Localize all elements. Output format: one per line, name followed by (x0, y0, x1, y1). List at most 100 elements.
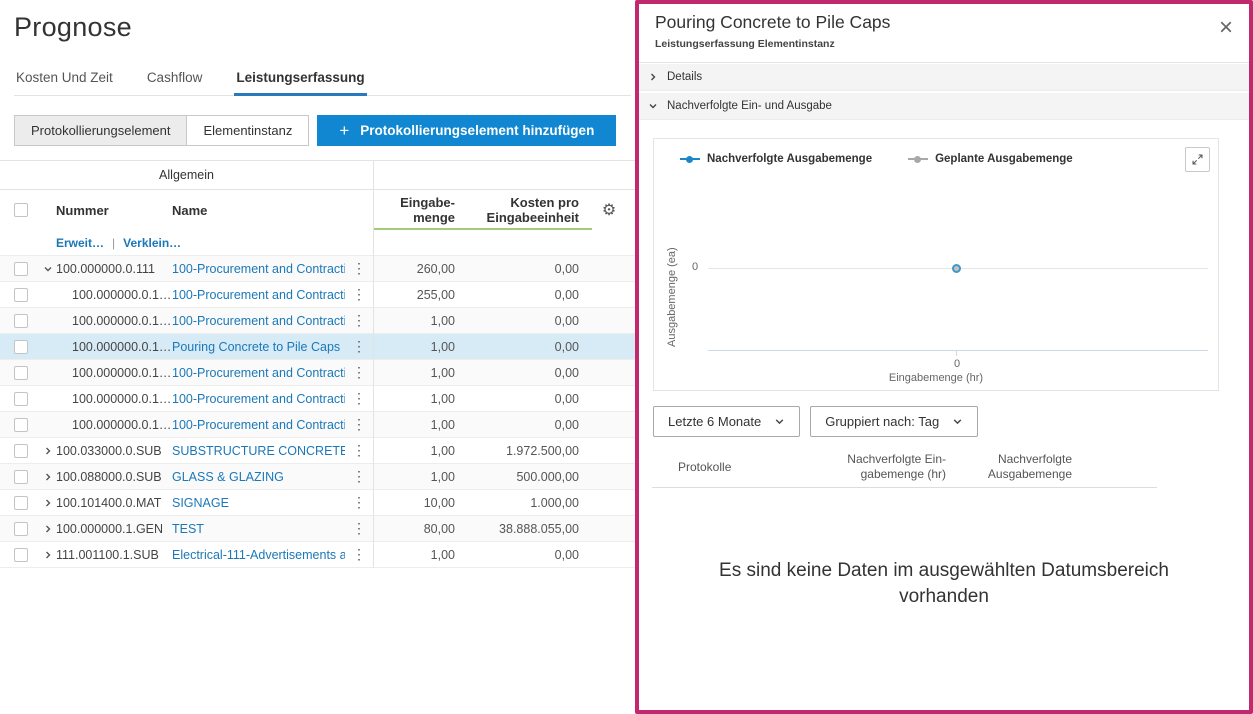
add-button-label: Protokollierungselement hinzufügen (360, 123, 595, 138)
row-checkbox[interactable] (14, 547, 28, 562)
column-header-nachverfolgte-eingabemenge: Nachverfolgte Ein- gabemenge (hr) (847, 452, 946, 481)
kebab-menu-icon[interactable]: ⋮ (352, 312, 366, 328)
column-header-name[interactable]: Name (172, 202, 208, 218)
section-nachverfolgte-ein-und-ausgabe[interactable]: Nachverfolgte Ein- und Ausgabe (639, 93, 1249, 120)
row-name-link[interactable]: Electrical-111-Advertisements a… (172, 547, 345, 562)
group-by-value: Gruppiert nach: Tag (825, 414, 940, 429)
row-kosten: 0,00 (554, 547, 579, 562)
table-row[interactable]: 100.033000.0.SUB SUBSTRUCTURE CONCRETE ⋮… (0, 438, 635, 464)
row-name-link[interactable]: 100-Procurement and Contracti… (172, 287, 345, 302)
expand-chart-button[interactable] (1185, 147, 1210, 172)
row-name-link[interactable]: 100-Procurement and Contracti… (172, 313, 345, 328)
row-name-link[interactable]: GLASS & GLAZING (172, 469, 284, 484)
row-nummer: 100.000000.0.1… (72, 365, 172, 380)
row-checkbox[interactable] (14, 469, 28, 484)
row-name-link[interactable]: 100-Procurement and Contracti… (172, 417, 345, 432)
row-checkbox[interactable] (14, 495, 28, 510)
table-row[interactable]: 100.000000.0.1… 100-Procurement and Cont… (0, 282, 635, 308)
tab-kosten-und-zeit[interactable]: Kosten Und Zeit (16, 70, 113, 85)
table-row[interactable]: 100.000000.0.111 100-Procurement and Con… (0, 256, 635, 282)
chart-filters: Letzte 6 Monate Gruppiert nach: Tag (653, 406, 979, 437)
row-nummer: 100.000000.0.1… (72, 391, 172, 406)
link-separator: | (112, 235, 116, 250)
table-row[interactable]: 100.088000.0.SUB GLASS & GLAZING ⋮ 1,00 … (0, 464, 635, 490)
kebab-menu-icon[interactable]: ⋮ (352, 338, 366, 354)
chevron-right-icon[interactable] (43, 524, 53, 534)
group-by-dropdown[interactable]: Gruppiert nach: Tag (810, 406, 979, 437)
legend-marker-gray (908, 155, 929, 163)
column-header-nummer[interactable]: Nummer (56, 202, 109, 218)
chevron-right-icon[interactable] (43, 498, 53, 508)
kebab-menu-icon[interactable]: ⋮ (352, 286, 366, 302)
row-nummer: 100.000000.0.111 (56, 261, 155, 276)
row-name-link[interactable]: 100-Procurement and Contracti… (172, 365, 345, 380)
row-checkbox[interactable] (14, 521, 28, 536)
date-range-value: Letzte 6 Monate (668, 414, 762, 429)
collapse-all-link[interactable]: Verklein… (123, 235, 182, 250)
table-row[interactable]: 100.000000.1.GEN TEST ⋮ 80,00 38.888.055… (0, 516, 635, 542)
toggle-elementinstanz[interactable]: Elementinstanz (187, 115, 310, 146)
tab-leistungserfassung[interactable]: Leistungserfassung (234, 70, 367, 96)
chevron-right-icon[interactable] (43, 472, 53, 482)
table-row[interactable]: 100.000000.0.1… 100-Procurement and Cont… (0, 308, 635, 334)
toggle-protokollierungselement[interactable]: Protokollierungselement (14, 115, 188, 146)
legend-label: Geplante Ausgabemenge (935, 153, 1073, 165)
chevron-down-icon[interactable] (43, 264, 53, 274)
legend-item-geplante-ausgabemenge[interactable]: Geplante Ausgabemenge (908, 153, 1073, 165)
kebab-menu-icon[interactable]: ⋮ (352, 494, 366, 510)
table-row[interactable]: 111.001100.1.SUB Electrical-111-Advertis… (0, 542, 635, 568)
chevron-right-icon[interactable] (43, 446, 53, 456)
table-row[interactable]: 100.000000.0.1… 100-Procurement and Cont… (0, 386, 635, 412)
kebab-menu-icon[interactable]: ⋮ (352, 416, 366, 432)
kebab-menu-icon[interactable]: ⋮ (352, 364, 366, 380)
empty-state-message: Es sind keine Daten im ausgewählten Datu… (719, 560, 1169, 607)
row-kosten: 1.000,00 (530, 495, 579, 510)
expand-all-link[interactable]: Erweit… (56, 235, 105, 250)
row-checkbox[interactable] (14, 417, 28, 432)
table-row[interactable]: 100.000000.0.1… 100-Procurement and Cont… (0, 360, 635, 386)
tab-cashflow[interactable]: Cashflow (146, 70, 203, 85)
row-kosten: 1.972.500,00 (506, 443, 579, 458)
row-name-link[interactable]: Pouring Concrete to Pile Caps (172, 339, 341, 354)
log-table-divider (652, 487, 1157, 488)
row-checkbox[interactable] (14, 287, 28, 302)
kebab-menu-icon[interactable]: ⋮ (352, 260, 366, 276)
select-all-checkbox[interactable] (14, 203, 28, 217)
row-checkbox[interactable] (14, 391, 28, 406)
column-header-kosten-pro-eingabeeinheit[interactable]: Kosten pro Eingabeeinheit (486, 195, 579, 225)
row-name-link[interactable]: SUBSTRUCTURE CONCRETE (172, 443, 345, 458)
row-checkbox[interactable] (14, 443, 28, 458)
row-checkbox[interactable] (14, 261, 28, 276)
plus-icon: + (339, 121, 350, 140)
close-icon[interactable]: × (1218, 14, 1233, 41)
chevron-right-icon[interactable] (43, 550, 53, 560)
row-checkbox[interactable] (14, 365, 28, 380)
kebab-menu-icon[interactable]: ⋮ (352, 546, 366, 562)
kebab-menu-icon[interactable]: ⋮ (352, 520, 366, 536)
kebab-menu-icon[interactable]: ⋮ (352, 390, 366, 406)
row-kosten: 0,00 (554, 287, 579, 302)
row-nummer: 100.000000.0.1… (72, 339, 172, 354)
x-axis-line (708, 350, 1208, 351)
kebab-menu-icon[interactable]: ⋮ (352, 442, 366, 458)
row-name-link[interactable]: TEST (172, 521, 204, 536)
row-name-link[interactable]: SIGNAGE (172, 495, 229, 510)
legend-item-nachverfolgte-ausgabemenge[interactable]: Nachverfolgte Ausgabemenge (680, 153, 872, 165)
row-checkbox[interactable] (14, 339, 28, 354)
column-header-eingabemenge[interactable]: Eingabe- menge (400, 195, 455, 225)
data-point-0-0[interactable] (952, 264, 961, 273)
row-name-link[interactable]: 100-Procurement and Contracti… (172, 391, 345, 406)
row-checkbox[interactable] (14, 313, 28, 328)
table-row[interactable]: 100.000000.0.1… 100-Procurement and Cont… (0, 412, 635, 438)
table-row[interactable]: 100.101400.0.MAT SIGNAGE ⋮ 10,00 1.000,0… (0, 490, 635, 516)
row-name-link[interactable]: 100-Procurement and Contracti… (172, 261, 345, 276)
gear-icon[interactable]: ⚙ (601, 202, 617, 219)
section-details[interactable]: Details (639, 64, 1249, 91)
add-protokollierungselement-button[interactable]: + Protokollierungselement hinzufügen (317, 115, 617, 146)
kebab-menu-icon[interactable]: ⋮ (352, 468, 366, 484)
table-row[interactable]: 100.000000.0.1… Pouring Concrete to Pile… (0, 334, 635, 360)
row-eingabemenge: 1,00 (430, 313, 455, 328)
row-eingabemenge: 1,00 (430, 391, 455, 406)
row-nummer: 100.000000.0.1… (72, 287, 172, 302)
date-range-dropdown[interactable]: Letzte 6 Monate (653, 406, 801, 437)
